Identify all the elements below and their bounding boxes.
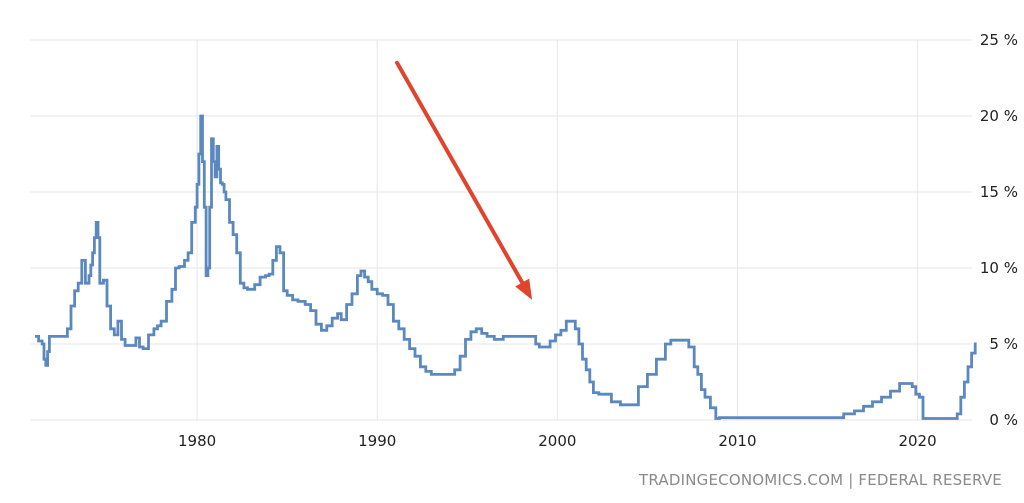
- y-tick-label: 25 %: [980, 31, 1018, 49]
- x-tick-label: 2010: [718, 432, 756, 450]
- x-tick-label: 1990: [358, 432, 396, 450]
- y-tick-label: 10 %: [980, 259, 1018, 277]
- y-tick-label: 15 %: [980, 183, 1018, 201]
- horizontal-gridlines: [30, 39, 972, 421]
- y-tick-label: 20 %: [980, 107, 1018, 125]
- source-attribution: TRADINGECONOMICS.COM | FEDERAL RESERVE: [639, 471, 1002, 489]
- y-tick-label: 0 %: [989, 411, 1018, 429]
- x-axis-tick-labels: 1980 1990 2000 2010 2020: [178, 432, 937, 450]
- y-tick-label: 5 %: [989, 335, 1018, 353]
- x-tick-label: 1980: [178, 432, 216, 450]
- arrow-head: [515, 278, 533, 300]
- y-axis-tick-labels: 0 % 5 % 10 % 15 % 20 % 25 %: [980, 31, 1018, 429]
- arrow-shaft: [395, 60, 525, 285]
- vertical-gridlines: [196, 40, 919, 420]
- x-tick-label: 2020: [898, 432, 936, 450]
- x-tick-label: 2000: [538, 432, 576, 450]
- rate-series-line: [35, 114, 977, 420]
- downward-trend-arrow: [395, 60, 533, 300]
